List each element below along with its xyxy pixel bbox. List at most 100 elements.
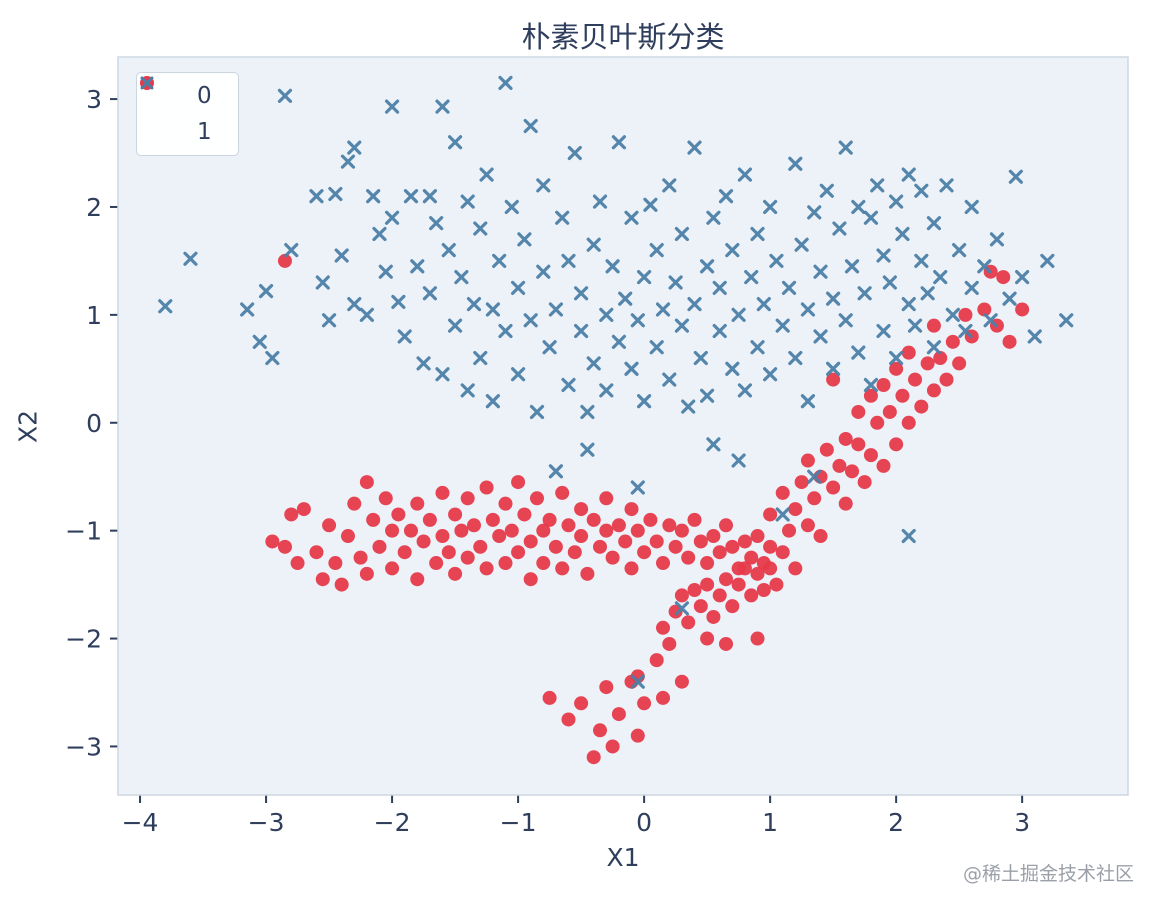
scatter-point [882, 275, 897, 290]
scatter-point [800, 394, 816, 409]
scatter-point [359, 475, 374, 490]
scatter-point [737, 534, 752, 549]
scatter-point [599, 523, 614, 538]
scatter-point [945, 334, 960, 349]
scatter-point [542, 690, 557, 705]
y-tick-label: 2 [86, 193, 102, 222]
scatter-point [605, 739, 620, 754]
scatter-point [668, 539, 683, 554]
scatter-point [781, 280, 797, 295]
scatter-point [347, 140, 362, 155]
scatter-point [1027, 329, 1042, 344]
scatter-point [448, 566, 463, 581]
scatter-point [284, 507, 299, 522]
scatter-point [889, 437, 904, 452]
scatter-series-class1 [158, 75, 1074, 689]
scatter-point [284, 243, 299, 258]
scatter-point [851, 404, 866, 419]
scatter-point [889, 350, 904, 366]
scatter-point [763, 539, 778, 554]
scatter-point [366, 512, 381, 527]
scatter-point [359, 307, 374, 322]
watermark: @稀土掘金技术社区 [962, 863, 1134, 885]
scatter-point [706, 210, 721, 225]
scatter-point [769, 253, 784, 269]
scatter-point [681, 399, 696, 414]
scatter-point [794, 475, 809, 490]
scatter-point [681, 615, 696, 630]
scatter-point [378, 491, 393, 506]
scatter-point [454, 523, 469, 538]
scatter-point [952, 243, 967, 258]
scatter-point [517, 507, 532, 522]
scatter-point [744, 270, 759, 285]
scatter-point [737, 561, 752, 576]
scatter-point [240, 302, 255, 317]
scatter-point [309, 189, 324, 204]
scatter-point [838, 313, 853, 328]
scatter-point [592, 194, 608, 209]
scatter-point [466, 296, 482, 312]
scatter-point [926, 216, 942, 231]
scatter-point [498, 323, 513, 339]
scatter-point [340, 529, 355, 544]
scatter-point [586, 512, 601, 527]
scatter-point [807, 491, 822, 506]
scatter-point [277, 539, 292, 554]
scatter-point [914, 399, 929, 414]
scatter-point [466, 518, 481, 533]
scatter-point [435, 485, 450, 500]
scatter-point [674, 226, 690, 242]
scatter-point [511, 475, 526, 490]
scatter-point [630, 480, 645, 495]
scatter-point [656, 556, 671, 571]
scatter-point [845, 464, 860, 479]
scatter-point [435, 367, 450, 382]
scatter-point [706, 609, 721, 624]
scatter-point [775, 545, 790, 560]
scatter-point [397, 545, 412, 560]
scatter-point [952, 356, 967, 371]
scatter-point [328, 186, 343, 202]
scatter-point [788, 156, 803, 171]
scatter-point [555, 561, 570, 576]
scatter-point [800, 302, 816, 317]
legend-item-class1: 1 [140, 76, 212, 145]
scatter-point [347, 296, 362, 312]
scatter-point [485, 302, 500, 317]
scatter-point [933, 270, 948, 285]
scatter-point [857, 286, 872, 301]
scatter-point [536, 178, 551, 193]
scatter-point [725, 361, 740, 376]
scatter-point [599, 383, 614, 398]
scatter-point [901, 528, 916, 544]
scatter-point [605, 550, 620, 565]
y-tick-label: 0 [86, 409, 102, 438]
scatter-point [391, 294, 406, 310]
legend-label-class1: 1 [197, 119, 212, 145]
scatter-point [719, 572, 734, 587]
scatter-point [536, 523, 551, 538]
scatter-point [334, 577, 349, 592]
scatter-point [605, 259, 620, 274]
scatter-point [649, 653, 664, 668]
y-tick-label: 1 [86, 301, 102, 330]
legend-label-class0: 0 [197, 83, 212, 109]
scatter-point [788, 350, 803, 366]
plot-background [118, 57, 1128, 795]
scatter-point [637, 545, 652, 560]
scatter-point [479, 561, 494, 576]
scatter-point [674, 674, 689, 689]
scatter-point [422, 286, 437, 301]
scatter-point [429, 556, 444, 571]
plot-frame [117, 56, 1129, 796]
scatter-point [819, 183, 834, 198]
scatter-point [523, 118, 538, 134]
scatter-point [1040, 253, 1055, 269]
y-tick-label: −1 [65, 517, 102, 546]
scatter-point [322, 518, 337, 533]
scatter-point [277, 88, 293, 103]
scatter-point [901, 167, 916, 182]
scatter-point [561, 518, 576, 533]
scatter-point [731, 307, 746, 322]
